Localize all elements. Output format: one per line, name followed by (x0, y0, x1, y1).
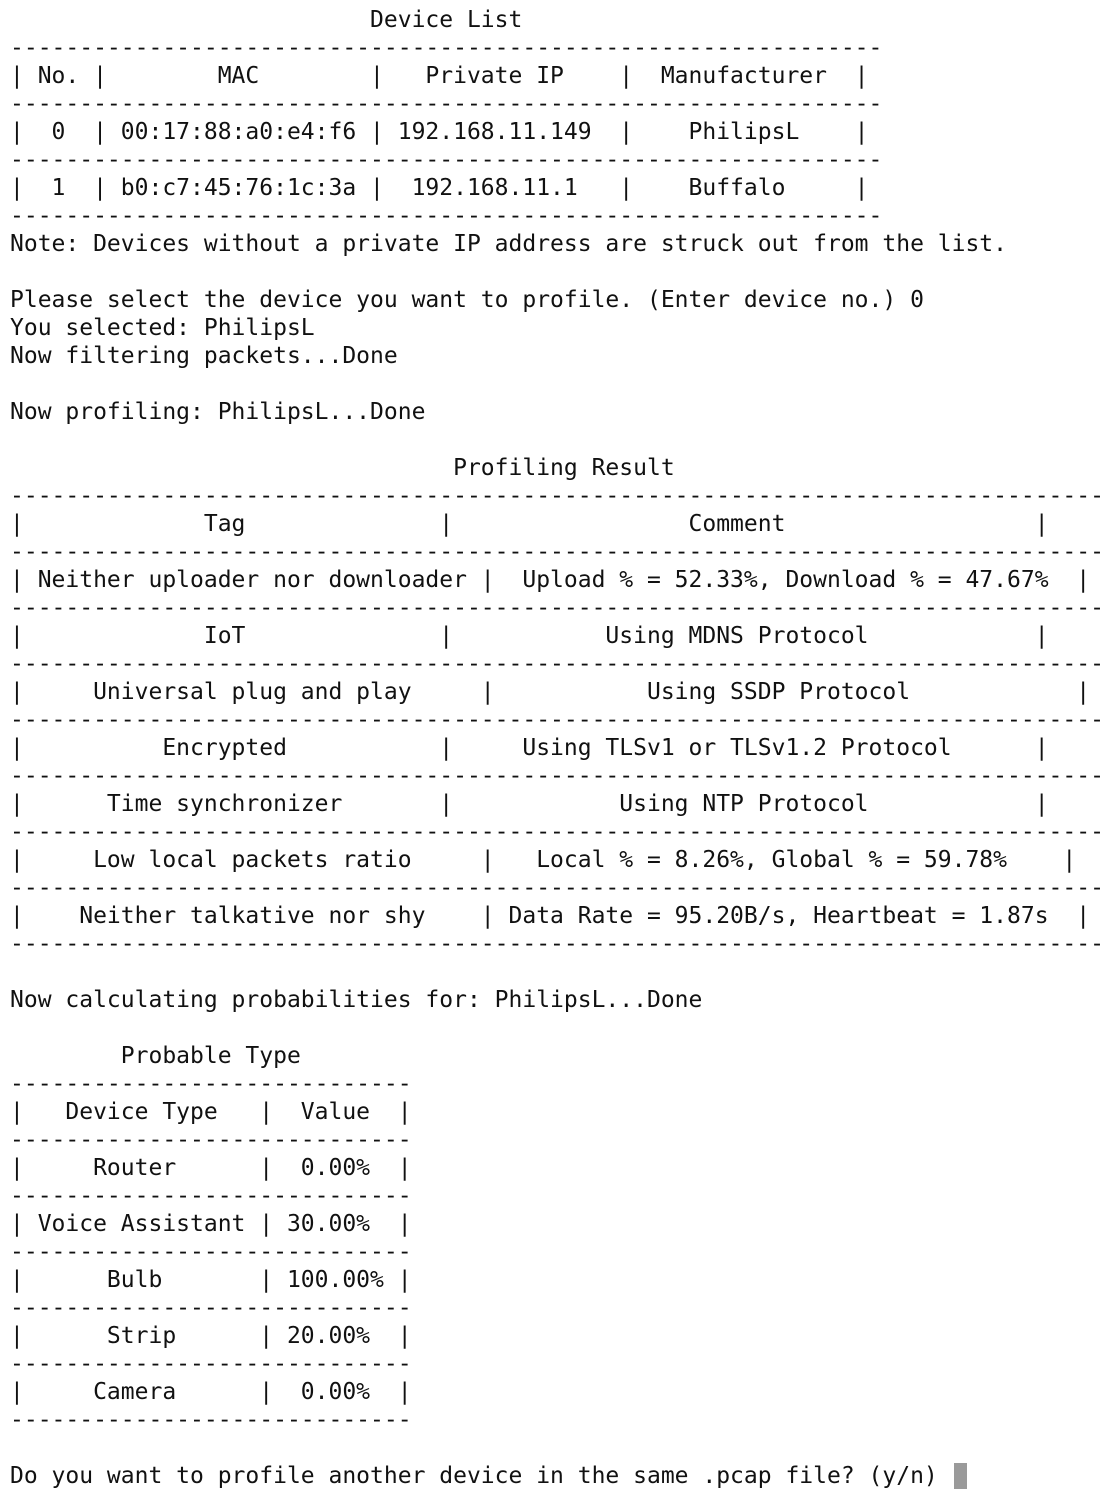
input-prompt: Do you want to profile another device in… (10, 1463, 952, 1489)
table-border: ----------------------------------------… (10, 763, 1104, 789)
probability-table-row: | Router | 0.00% | (10, 1155, 412, 1181)
selection-text: You selected: PhilipsL (10, 315, 315, 341)
table-border: ----------------------------------------… (10, 203, 883, 229)
probability-table-row: | Voice Assistant | 30.00% | (10, 1211, 412, 1237)
table-border: ----------------------------------------… (10, 931, 1104, 957)
device-table-header: | No. | MAC | Private IP | Manufacturer … (10, 63, 869, 89)
blank-line (0, 1434, 1110, 1462)
terminal-output: Device List ----------------------------… (0, 6, 1110, 1506)
input-prompt-line[interactable]: Do you want to profile another device in… (0, 1462, 1110, 1490)
status-text: Now calculating probabilities for: Phili… (10, 987, 703, 1013)
select-prompt: Please select the device you want to pro… (10, 287, 924, 313)
table-border: ----------------------------- (10, 1295, 412, 1321)
probable-type-title: Probable Type (10, 1043, 301, 1069)
probability-table-header: | Device Type | Value | (10, 1099, 412, 1125)
terminal-cursor[interactable] (953, 1463, 967, 1489)
profiling-table-row: | Encrypted | Using TLSv1 or TLSv1.2 Pro… (10, 735, 1049, 761)
table-border: ----------------------------- (10, 1351, 412, 1377)
table-border: ----------------------------- (10, 1071, 412, 1097)
table-border: ----------------------------- (10, 1407, 412, 1433)
table-border: ----------------------------------------… (10, 539, 1104, 565)
probability-table-row: | Bulb | 100.00% | (10, 1267, 412, 1293)
table-border: ----------------------------------------… (10, 147, 883, 173)
profiling-table-row: | Universal plug and play | Using SSDP P… (10, 679, 1091, 705)
device-table-row: | 0 | 00:17:88:a0:e4:f6 | 192.168.11.149… (10, 119, 869, 145)
blank-line (0, 370, 1110, 398)
blank-line (0, 258, 1110, 286)
table-border: ----------------------------------------… (10, 483, 1104, 509)
probability-table-row: | Strip | 20.00% | (10, 1323, 412, 1349)
table-border: ----------------------------------------… (10, 707, 1104, 733)
table-border: ----------------------------- (10, 1183, 412, 1209)
blank-line (0, 426, 1110, 454)
device-list-title: Device List (10, 7, 523, 33)
table-border: ----------------------------------------… (10, 819, 1104, 845)
profiling-table-row: | Low local packets ratio | Local % = 8.… (10, 847, 1077, 873)
blank-line (0, 958, 1110, 986)
profiling-table-row: | Neither talkative nor shy | Data Rate … (10, 903, 1091, 929)
table-border: ----------------------------- (10, 1239, 412, 1265)
probability-table-row: | Camera | 0.00% | (10, 1379, 412, 1405)
table-border: ----------------------------- (10, 1127, 412, 1153)
profiling-table-header: | Tag | Comment | (10, 511, 1049, 537)
profiling-table-row: | IoT | Using MDNS Protocol | (10, 623, 1049, 649)
profiling-table-row: | Neither uploader nor downloader | Uplo… (10, 567, 1091, 593)
profiling-table-row: | Time synchronizer | Using NTP Protocol… (10, 791, 1049, 817)
table-border: ----------------------------------------… (10, 875, 1104, 901)
table-border: ----------------------------------------… (10, 595, 1104, 621)
table-border: ----------------------------------------… (10, 91, 883, 117)
blank-line (0, 1014, 1110, 1042)
device-table-row: | 1 | b0:c7:45:76:1c:3a | 192.168.11.1 |… (10, 175, 869, 201)
table-border: ----------------------------------------… (10, 35, 883, 61)
note-text: Note: Devices without a private IP addre… (10, 231, 1007, 257)
status-text: Now profiling: PhilipsL...Done (10, 399, 426, 425)
status-text: Now filtering packets...Done (10, 343, 398, 369)
table-border: ----------------------------------------… (10, 651, 1104, 677)
profiling-result-title: Profiling Result (10, 455, 675, 481)
